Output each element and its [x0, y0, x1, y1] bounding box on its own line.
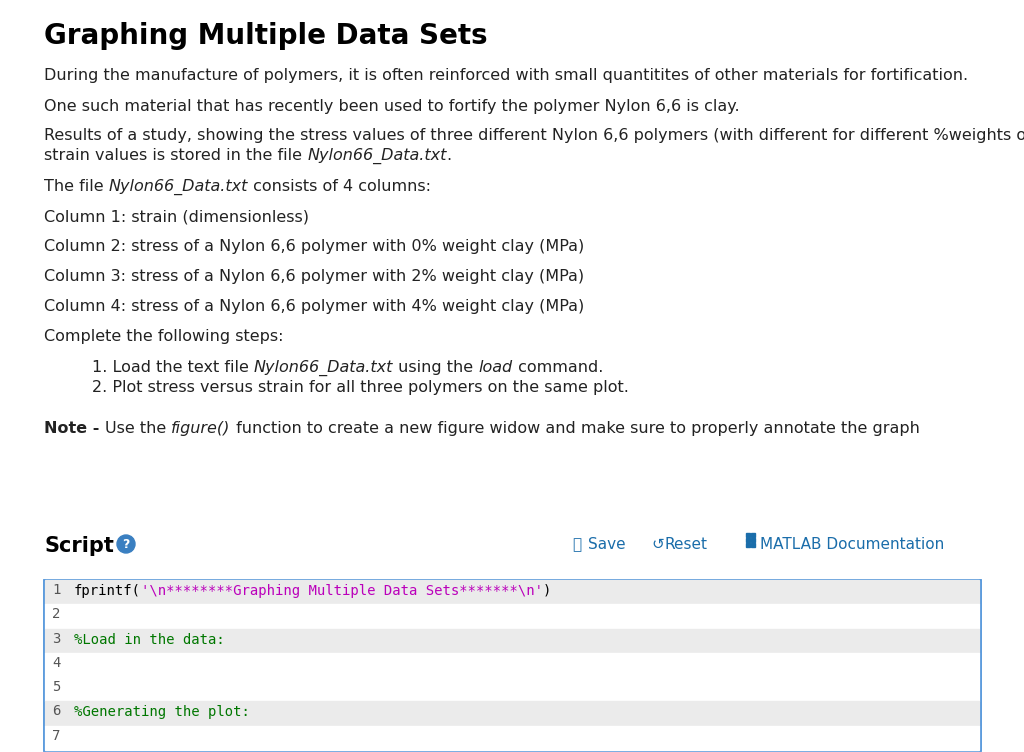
Text: function to create a new figure widow and make sure to properly annotate the gra: function to create a new figure widow an… — [230, 421, 920, 436]
Text: 6: 6 — [52, 705, 60, 718]
Text: ?: ? — [122, 538, 130, 550]
Text: Use the: Use the — [105, 421, 171, 436]
Text: '\n********Graphing Multiple Data Sets*******\n': '\n********Graphing Multiple Data Sets**… — [141, 584, 543, 598]
Text: strain values is stored in the file: strain values is stored in the file — [44, 148, 307, 163]
Circle shape — [117, 535, 135, 553]
Text: .: . — [446, 148, 452, 163]
Text: %Generating the plot:: %Generating the plot: — [74, 705, 250, 720]
Text: Script: Script — [44, 536, 114, 556]
Text: 1: 1 — [52, 583, 60, 597]
Bar — [45, 629, 979, 653]
Bar — [746, 533, 750, 537]
Text: Results of a study, showing the stress values of three different Nylon 6,6 polym: Results of a study, showing the stress v… — [44, 128, 1024, 143]
Text: Save: Save — [588, 537, 626, 552]
Text: ): ) — [543, 584, 551, 598]
Text: fprintf(: fprintf( — [74, 584, 141, 598]
Bar — [45, 702, 979, 726]
Bar — [45, 605, 979, 629]
Text: Note -: Note - — [44, 421, 105, 436]
Text: 1. Load the text file: 1. Load the text file — [92, 360, 254, 375]
Bar — [45, 726, 979, 750]
Text: load: load — [478, 360, 513, 375]
Bar — [45, 580, 979, 605]
Text: 🖫: 🖫 — [572, 537, 582, 552]
Text: command.: command. — [513, 360, 603, 375]
Text: Reset: Reset — [664, 537, 707, 552]
Text: ↺: ↺ — [651, 537, 664, 552]
Text: One such material that has recently been used to fortify the polymer Nylon 6,6 i: One such material that has recently been… — [44, 99, 739, 114]
Text: Column 3: stress of a Nylon 6,6 polymer with 2% weight clay (MPa): Column 3: stress of a Nylon 6,6 polymer … — [44, 269, 584, 284]
Text: %Load in the data:: %Load in the data: — [74, 632, 224, 647]
Text: Column 2: stress of a Nylon 6,6 polymer with 0% weight clay (MPa): Column 2: stress of a Nylon 6,6 polymer … — [44, 239, 585, 254]
Text: using the: using the — [393, 360, 478, 375]
Text: 2. Plot stress versus strain for all three polymers on the same plot.: 2. Plot stress versus strain for all thr… — [92, 380, 629, 395]
Bar — [746, 538, 750, 542]
Text: 7: 7 — [52, 729, 60, 743]
Text: The file: The file — [44, 179, 109, 194]
Text: 3: 3 — [52, 632, 60, 645]
FancyBboxPatch shape — [44, 580, 980, 750]
Text: figure(): figure() — [171, 421, 230, 436]
Bar — [751, 533, 755, 537]
Bar — [746, 543, 750, 547]
Text: During the manufacture of polymers, it is often reinforced with small quantitite: During the manufacture of polymers, it i… — [44, 68, 968, 83]
Text: Column 4: stress of a Nylon 6,6 polymer with 4% weight clay (MPa): Column 4: stress of a Nylon 6,6 polymer … — [44, 299, 585, 314]
Text: Complete the following steps:: Complete the following steps: — [44, 329, 284, 344]
Text: Column 1: strain (dimensionless): Column 1: strain (dimensionless) — [44, 209, 309, 224]
Text: 2: 2 — [52, 608, 60, 621]
Text: Graphing Multiple Data Sets: Graphing Multiple Data Sets — [44, 22, 487, 50]
Bar — [751, 538, 755, 542]
Text: 5: 5 — [52, 680, 60, 694]
Bar — [751, 543, 755, 547]
Bar — [45, 653, 979, 677]
Text: MATLAB Documentation: MATLAB Documentation — [760, 537, 944, 552]
Text: Nylon66_Data.txt: Nylon66_Data.txt — [254, 360, 393, 376]
Bar — [45, 677, 979, 702]
Text: Nylon66_Data.txt: Nylon66_Data.txt — [109, 179, 248, 196]
Text: Nylon66_Data.txt: Nylon66_Data.txt — [307, 148, 446, 164]
Text: 4: 4 — [52, 656, 60, 670]
Text: consists of 4 columns:: consists of 4 columns: — [248, 179, 431, 194]
